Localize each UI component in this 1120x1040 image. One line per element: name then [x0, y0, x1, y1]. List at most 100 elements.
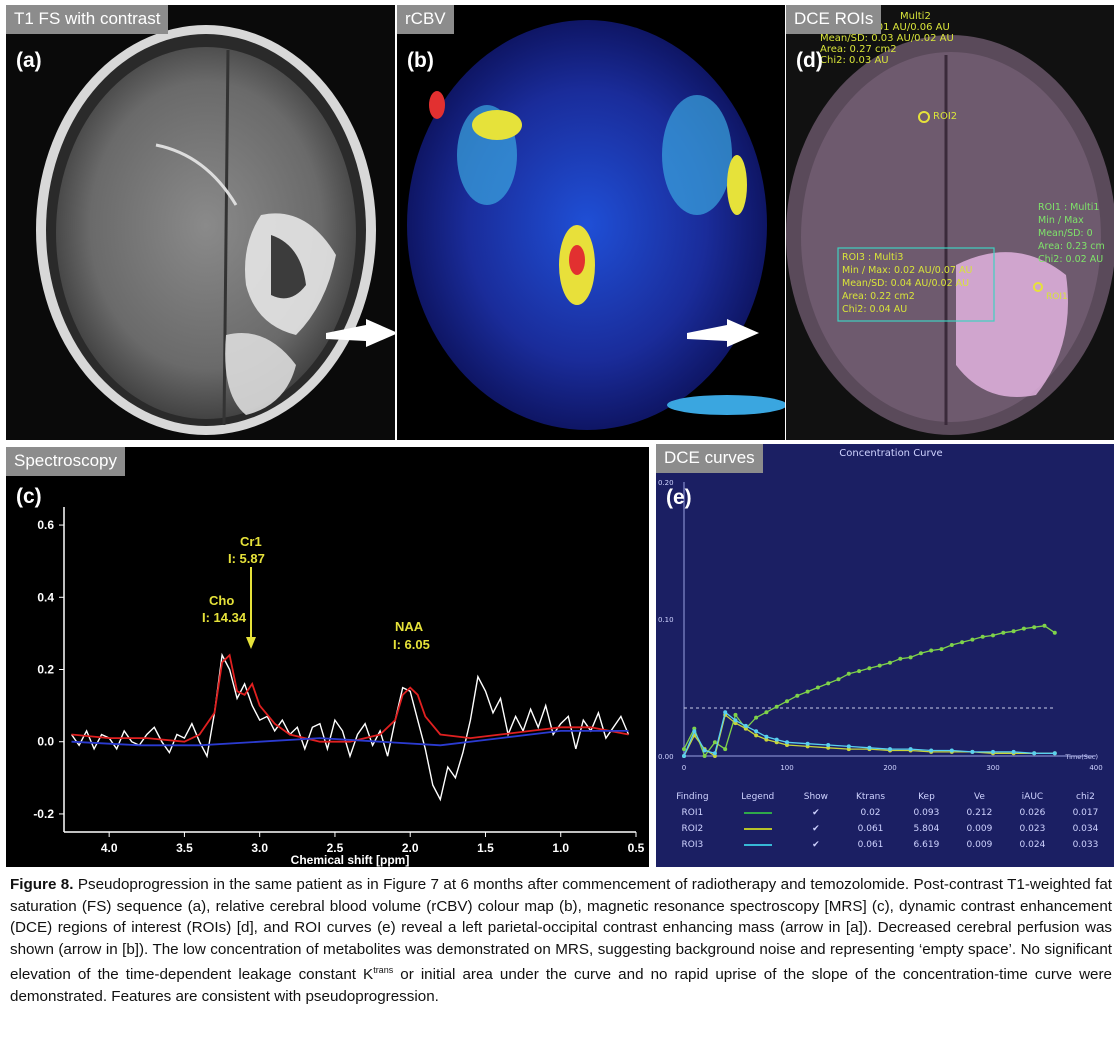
data-point: [846, 671, 851, 676]
roi3-stats: ROI3 : Multi3 Min / Max: 0.02 AU/0.07 AU…: [842, 251, 972, 316]
panel-c-spectroscopy: 0.6 0.4 0.2 0.0 -0.2 4.0 3.5 3.0 2.5 2.0 1.5 1.0 0.5…: [6, 447, 649, 867]
y-tick-label: -0.2: [33, 807, 54, 821]
panel-d-dce-rois: Multi2 Max: 0.01 AU/0.06 AU Mean/SD: 0.0…: [786, 5, 1114, 440]
caption-text: Pseudoprogression in the same patient as…: [10, 876, 1112, 984]
panel-letter: (b): [407, 49, 434, 72]
peak-cr-name: Cr1: [240, 534, 262, 549]
data-point: [723, 747, 728, 752]
data-point: [764, 710, 769, 715]
data-point: [991, 633, 995, 638]
chi2-cell: 0.034: [1072, 824, 1099, 834]
roi-stat-line: ROI1 : Multi1: [1038, 202, 1100, 213]
legend-cell: [725, 837, 791, 853]
ktrans-cell: 0.061: [857, 824, 884, 834]
panel-tag: DCE curves: [656, 444, 763, 473]
show-checkmark[interactable]: ✔: [812, 824, 820, 834]
roi1-stats: ROI1 : Multi1 Min / Max Mean/SD: 0 Area:…: [1038, 201, 1105, 266]
data-point: [867, 745, 872, 750]
table-header: iAUC: [1021, 792, 1044, 802]
rcbv-map-image: [407, 20, 785, 430]
finding-cell: ROI3: [681, 840, 704, 850]
data-point: [785, 740, 789, 745]
table-header: Ve: [973, 792, 985, 802]
x-tick-label: 2.0: [402, 841, 419, 855]
data-point: [795, 693, 800, 698]
roi-stat-line: Area: 0.27 cm2: [820, 44, 897, 55]
data-point: [980, 634, 985, 639]
data-point: [754, 733, 759, 738]
figure-caption: Figure 8. Pseudoprogression in the same …: [10, 874, 1112, 1007]
kep-cell: 6.619: [913, 840, 940, 850]
finding-cell: ROI1: [681, 808, 704, 818]
x-tick-label: 300: [986, 764, 999, 772]
roi-stat-line: Min / Max: [1038, 215, 1084, 226]
finding-cell: ROI2: [681, 824, 704, 834]
caption-superscript: trans: [373, 965, 394, 975]
panel-tag: Spectroscopy: [6, 447, 125, 476]
arrow-icon: [326, 319, 395, 347]
data-point: [1052, 630, 1057, 635]
data-point: [918, 651, 923, 656]
roi-stat-line: Chi2: 0.03 AU: [820, 55, 889, 66]
ktrans-cell: 0.02: [860, 808, 881, 818]
y-tick-label: 0.10: [658, 616, 674, 624]
table-header-row: Finding Legend Show Ktrans Kep Ve iAUC c…: [660, 789, 1112, 805]
caption-label: Figure 8.: [10, 876, 74, 893]
roi-stat-line: Chi2: 0.02 AU: [1038, 254, 1104, 265]
show-checkmark[interactable]: ✔: [812, 840, 820, 850]
x-tick-label: 0: [682, 764, 686, 772]
data-point: [733, 718, 738, 723]
show-checkmark[interactable]: ✔: [812, 808, 820, 818]
data-point: [754, 715, 759, 720]
data-point: [712, 740, 717, 745]
data-point: [867, 666, 872, 671]
peak-cho-value: I: 14.34: [202, 610, 247, 625]
panel-letter: (d): [796, 49, 823, 72]
spectroscopy-chart: 0.6 0.4 0.2 0.0 -0.2 4.0 3.5 3.0 2.5 2.0 1.5 1.0 0.5…: [33, 507, 645, 867]
kep-cell: 0.093: [913, 808, 940, 818]
peak-naa-name: NAA: [395, 619, 424, 634]
data-point: [826, 743, 831, 747]
legend-swatch: [743, 811, 772, 814]
panel-tag: rCBV: [397, 5, 454, 34]
roi-stat-line: Area: 0.22 cm2: [842, 291, 915, 302]
data-point: [733, 712, 738, 717]
data-point: [949, 748, 954, 753]
x-tick-label: 2.5: [327, 841, 344, 855]
x-tick-label: 3.5: [176, 841, 193, 855]
data-point: [949, 643, 954, 647]
roi-stat-line: Multi2: [900, 11, 931, 22]
x-tick-label: 100: [780, 764, 793, 772]
roi-stat-line: Max: 0.01 AU/0.06 AU: [840, 22, 950, 33]
table-row: ROI3 ✔ 0.061 6.619 0.009 0.024 0.033: [660, 837, 1112, 853]
spectrum-series-line: [70, 652, 630, 802]
data-point: [692, 729, 697, 734]
data-point: [805, 741, 810, 746]
mri-t1-image: [36, 25, 395, 435]
data-point: [1032, 625, 1037, 630]
data-point: [702, 748, 707, 753]
data-point: [970, 637, 975, 642]
table-row: ROI2 ✔ 0.061 5.804 0.009 0.023 0.034: [660, 821, 1112, 837]
data-point: [991, 749, 995, 754]
table-header: Kep: [918, 792, 935, 802]
data-point: [908, 655, 913, 660]
ve-cell: 0.212: [966, 808, 993, 818]
panel-a-t1-fs: T1 FS with contrast (a): [6, 5, 395, 440]
table-header: Legend: [741, 792, 775, 802]
data-point: [960, 640, 965, 645]
x-tick-label: 1.5: [477, 841, 494, 855]
y-tick-label: 0.0: [37, 735, 54, 749]
table-header: chi2: [1076, 792, 1095, 802]
ve-cell: 0.009: [966, 840, 993, 850]
legend-cell: [725, 821, 791, 837]
data-point: [712, 751, 717, 756]
data-point: [1021, 626, 1026, 631]
data-point: [682, 754, 686, 758]
concentration-series-line: [683, 711, 1055, 757]
roi-stat-line: Mean/SD: 0.04 AU/0.02 AU: [842, 278, 970, 289]
spectrum-series-line: [71, 653, 629, 743]
x-tick-label: 0.5: [628, 841, 645, 855]
panel-letter: (c): [16, 485, 42, 508]
data-point: [805, 689, 810, 694]
